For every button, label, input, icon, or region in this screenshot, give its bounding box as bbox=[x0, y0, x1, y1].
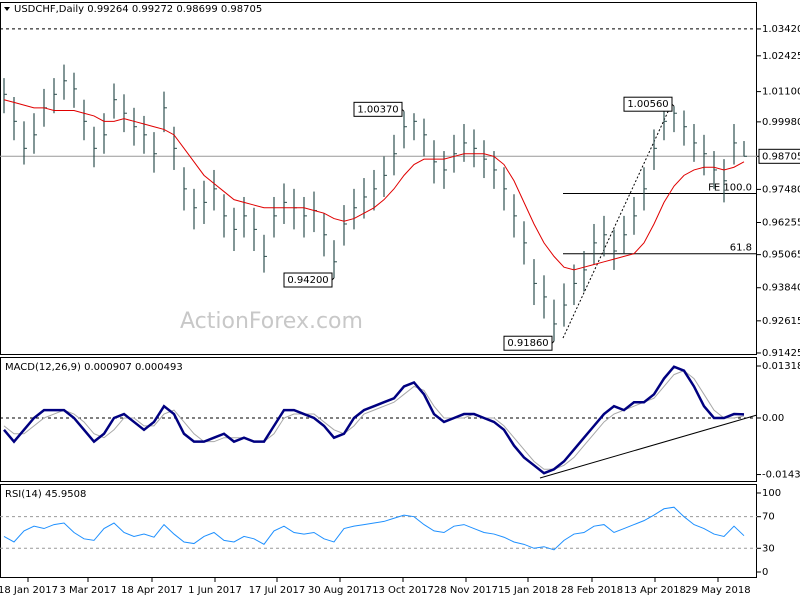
x-tick-label: 29 May 2018 bbox=[685, 585, 750, 596]
x-tick-label: 28 Nov 2017 bbox=[434, 585, 498, 596]
fib-label: FE 100.0 bbox=[708, 182, 752, 193]
current-price-box bbox=[758, 148, 800, 164]
x-tick-label: 30 Aug 2017 bbox=[308, 585, 372, 596]
series-line bbox=[3, 506, 745, 551]
menu-arrow bbox=[4, 7, 10, 11]
annotation-label: 0.94200 bbox=[287, 275, 328, 286]
y-tick-label: 0.96255 bbox=[762, 217, 800, 228]
x-tick-label: 15 Jan 2018 bbox=[498, 585, 558, 596]
price-trendline bbox=[562, 102, 673, 339]
x-tick-label: 28 Feb 2018 bbox=[561, 585, 623, 596]
series-line bbox=[3, 365, 745, 475]
y-tick-label: 100 bbox=[762, 488, 781, 499]
x-tick-label: 13 Apr 2018 bbox=[624, 585, 686, 596]
macd-frame bbox=[0, 357, 757, 482]
x-tick-label: 17 Jul 2017 bbox=[249, 585, 306, 596]
y-tick-label: -0.014339 bbox=[762, 470, 800, 481]
moving-average bbox=[3, 99, 745, 271]
x-tick-label: 18 Jan 2017 bbox=[0, 585, 58, 596]
frames bbox=[0, 2, 757, 578]
y-tick-label: 1.02425 bbox=[762, 51, 800, 62]
y-tick-label: 0.00 bbox=[762, 413, 784, 424]
y-tick-label: 1.01100 bbox=[762, 87, 800, 98]
x-tick-label: 1 Jun 2017 bbox=[188, 585, 242, 596]
y-tick-label: 0.92615 bbox=[762, 316, 800, 327]
annotation-leader bbox=[671, 103, 675, 107]
macd-title: MACD(12,26,9) 0.000907 0.000493 bbox=[5, 362, 183, 373]
y-tick-label: 0.013184 bbox=[762, 361, 800, 372]
x-tick-label: 3 Mar 2017 bbox=[59, 585, 116, 596]
y-tick-label: 0.98705 bbox=[762, 151, 800, 162]
y-tick-label: 1.03420 bbox=[762, 24, 800, 35]
annotation-leader bbox=[331, 277, 335, 281]
y-tick-label: 0.95065 bbox=[762, 250, 800, 261]
watermark: ActionForex.com bbox=[180, 309, 363, 334]
y-tick-label: 0.93840 bbox=[762, 283, 800, 294]
price-frame bbox=[0, 2, 757, 355]
y-tick-label: 0.97480 bbox=[762, 184, 800, 195]
x-tick-label: 13 Oct 2017 bbox=[372, 585, 434, 596]
y-tick-label: 0.99980 bbox=[762, 117, 800, 128]
y-tick-label: 0.91425 bbox=[762, 348, 800, 359]
annotation-leader bbox=[551, 340, 555, 344]
fib-label: 61.8 bbox=[730, 243, 752, 254]
annotation-label: 0.91860 bbox=[507, 338, 548, 349]
x-tick-label: 18 Apr 2017 bbox=[121, 585, 183, 596]
annotation-label: 1.00370 bbox=[357, 104, 398, 115]
annotation-label: 1.00560 bbox=[627, 99, 668, 110]
y-tick-label: 70 bbox=[762, 512, 775, 523]
chart-title: USDCHF,Daily 0.99264 0.99272 0.98699 0.9… bbox=[14, 4, 262, 15]
rsi-title: RSI(14) 45.9508 bbox=[5, 489, 86, 500]
annotation-leader bbox=[401, 108, 405, 112]
macd-trendline bbox=[539, 414, 758, 479]
y-tick-label: 30 bbox=[762, 543, 775, 554]
y-tick-label: 0 bbox=[762, 567, 768, 578]
rsi-frame bbox=[0, 484, 757, 578]
